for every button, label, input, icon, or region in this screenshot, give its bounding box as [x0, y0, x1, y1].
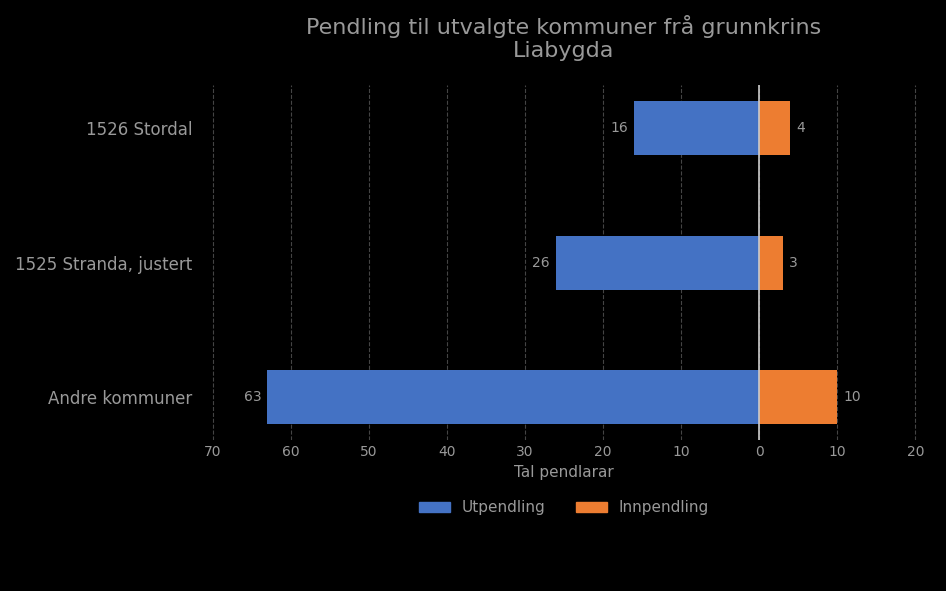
Legend: Utpendling, Innpendling: Utpendling, Innpendling: [412, 494, 715, 521]
Text: 63: 63: [243, 390, 261, 404]
Text: 16: 16: [610, 121, 628, 135]
Bar: [268, 371, 760, 424]
Text: 26: 26: [533, 256, 550, 269]
Bar: [556, 236, 760, 290]
Bar: [635, 101, 760, 155]
X-axis label: Tal pendlarar: Tal pendlarar: [515, 465, 614, 480]
Bar: [760, 371, 837, 424]
Text: 3: 3: [789, 256, 797, 269]
Title: Pendling til utvalgte kommuner frå grunnkrins
Liabygda: Pendling til utvalgte kommuner frå grunn…: [307, 15, 822, 61]
Text: 4: 4: [797, 121, 805, 135]
Text: 10: 10: [844, 390, 861, 404]
Bar: [760, 101, 791, 155]
Bar: [760, 236, 782, 290]
